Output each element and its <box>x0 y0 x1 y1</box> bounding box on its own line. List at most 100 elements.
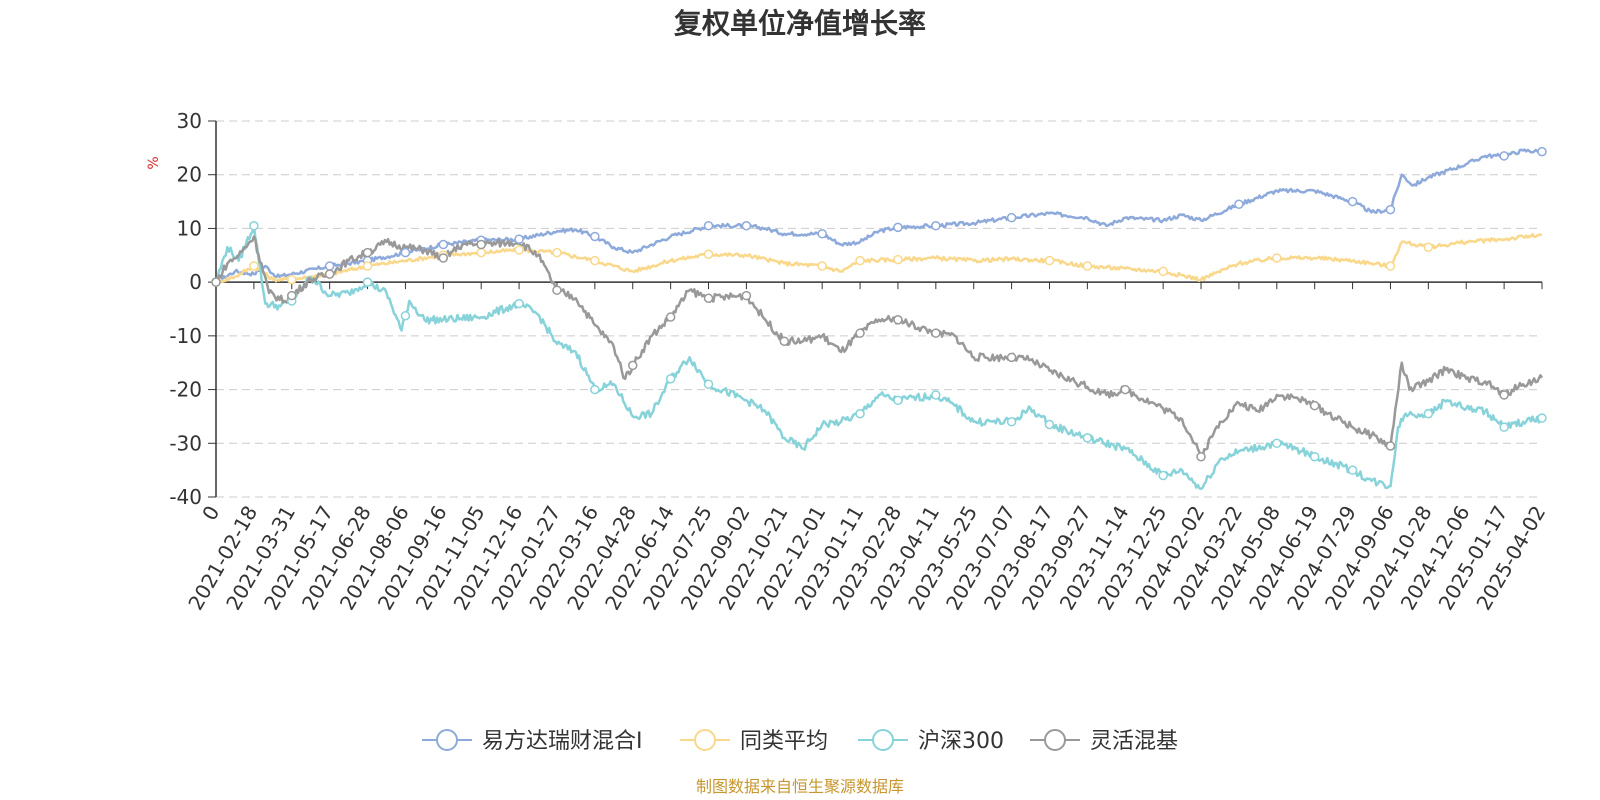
legend-swatch-csi300-circle <box>872 729 894 751</box>
series-marker-3 <box>703 379 714 389</box>
series-marker-2 <box>1044 255 1055 266</box>
legend-label-csi300: 沪深300 <box>918 729 1004 754</box>
series-marker-1 <box>400 247 411 258</box>
series-marker-2 <box>590 255 600 266</box>
series-marker-1 <box>324 261 335 271</box>
y-tick-label: -10 <box>169 324 202 348</box>
series-marker-4 <box>893 314 903 325</box>
series-marker-4 <box>1120 384 1131 395</box>
y-axis-unit-label: % <box>146 156 162 169</box>
series-marker-4 <box>1499 390 1509 400</box>
series-marker-4 <box>1385 441 1396 451</box>
series-marker-1 <box>514 234 524 244</box>
legend-label-fund: 易方达瑞财混合I <box>482 729 643 754</box>
series-marker-3 <box>362 277 373 287</box>
y-tick-label: 30 <box>177 109 202 133</box>
legend-label-peer-average: 同类平均 <box>740 729 828 754</box>
legend-item-peer-average[interactable]: 同类平均 <box>680 729 828 754</box>
series-markers <box>211 146 1547 481</box>
series-marker-3 <box>1082 433 1093 443</box>
series-marker-2 <box>817 261 827 271</box>
series-marker-1 <box>817 229 827 239</box>
series-marker-4 <box>1196 451 1206 462</box>
series-marker-1 <box>703 220 714 231</box>
series-marker-2 <box>1423 242 1434 252</box>
legend-item-flexible-mixed[interactable]: 灵活混基 <box>1030 729 1178 754</box>
series-marker-2 <box>362 261 373 271</box>
series-marker-2 <box>893 254 903 265</box>
y-tick-labels: 30 20 10 0 -10 -20 -30 -40 <box>169 109 202 509</box>
series-marker-4 <box>552 285 562 295</box>
series-marker-1 <box>1385 204 1396 215</box>
series-marker-2 <box>855 255 865 266</box>
series-marker-4 <box>741 290 752 301</box>
legend-swatch-flexible-circle <box>1044 729 1066 751</box>
series-marker-3 <box>1006 417 1017 427</box>
series-marker-1 <box>590 231 600 242</box>
y-tick-label: 10 <box>177 216 202 240</box>
series-marker-4 <box>855 328 865 338</box>
series-marker-1 <box>741 220 752 231</box>
series-marker-4 <box>362 247 373 258</box>
legend-item-fund[interactable]: 易方达瑞财混合I <box>422 729 643 754</box>
series-marker-3 <box>1499 422 1509 432</box>
series-marker-4 <box>324 269 335 279</box>
chart-title: 复权单位净值增长率 <box>674 7 926 40</box>
series-marker-2 <box>703 249 714 259</box>
series-marker-1 <box>1499 151 1509 161</box>
series-marker-3 <box>1537 413 1547 423</box>
legend-item-csi300[interactable]: 沪深300 <box>858 729 1004 754</box>
series-marker-4 <box>287 290 297 301</box>
legend-swatch-peer-circle <box>694 729 716 751</box>
series-marker-3 <box>665 374 676 384</box>
series-marker-3 <box>249 220 259 231</box>
series-marker-2 <box>552 247 562 258</box>
series-marker-2 <box>514 245 524 255</box>
axes <box>208 120 1543 498</box>
data-source-note: 制图数据来自恒生聚源数据库 <box>696 777 904 796</box>
series-marker-2 <box>249 261 259 271</box>
legend-label-flexible-mixed: 灵活混基 <box>1090 729 1178 754</box>
series-marker-3 <box>893 395 903 406</box>
legend: 易方达瑞财混合I 同类平均 沪深300 灵活混基 <box>422 729 1178 754</box>
y-tick-label: -30 <box>169 431 202 455</box>
series-marker-1 <box>1234 199 1244 210</box>
series-marker-4 <box>476 239 486 250</box>
series-marker-1 <box>438 239 449 250</box>
series-marker-1 <box>931 220 941 231</box>
series-marker-2 <box>1158 266 1168 277</box>
series-marker-2 <box>476 247 486 258</box>
x-tick-label: 0 <box>197 502 224 525</box>
series-line-2 <box>215 232 1543 285</box>
series-marker-3 <box>1044 419 1055 430</box>
series-marker-3 <box>931 390 941 400</box>
series-marker-3 <box>590 384 600 395</box>
series-marker-1 <box>893 222 903 233</box>
grid-lines <box>216 120 1542 498</box>
y-tick-label: 20 <box>177 163 202 187</box>
series-marker-1 <box>1006 212 1017 223</box>
series-lines <box>214 148 1544 491</box>
series-marker-4 <box>438 253 449 263</box>
series-marker-3 <box>1423 408 1434 419</box>
series-marker-2 <box>1385 261 1396 271</box>
series-line-4 <box>214 235 1544 459</box>
series-marker-4 <box>627 360 638 371</box>
y-tick-label: -20 <box>169 378 202 402</box>
series-marker-3 <box>1158 470 1168 481</box>
series-marker-3 <box>514 298 524 309</box>
series-marker-1 <box>1537 146 1547 157</box>
series-marker-2 <box>1082 261 1093 271</box>
series-line-1 <box>214 148 1543 283</box>
series-marker-1 <box>1347 196 1358 207</box>
series-marker-4 <box>1006 352 1017 363</box>
x-tick-labels: 02021-02-182021-03-312021-05-172021-06-2… <box>183 502 1550 615</box>
series-marker-3 <box>1309 451 1320 462</box>
series-marker-4 <box>1309 400 1320 411</box>
series-marker-2 <box>287 274 297 285</box>
series-marker-3 <box>855 408 865 419</box>
series-marker-4 <box>779 336 790 346</box>
y-tick-label: 0 <box>189 270 202 294</box>
series-marker-4 <box>703 293 714 304</box>
